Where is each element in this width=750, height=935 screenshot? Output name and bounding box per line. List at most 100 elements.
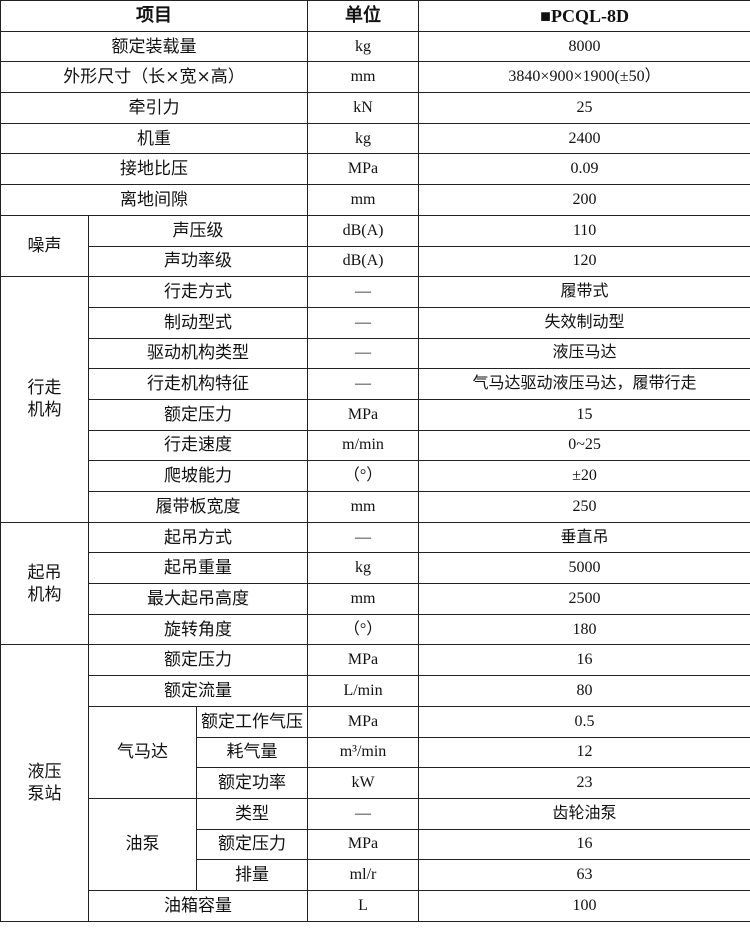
group-label: 泵站: [27, 784, 62, 805]
item-cell: 行走速度: [87, 429, 309, 462]
table-row: 旋转角度 （°） 180: [1, 613, 750, 646]
unit-cell: MPa: [307, 644, 420, 677]
value-cell: 180: [418, 613, 750, 646]
unit-cell: L: [307, 889, 420, 922]
header-row: 项目 单位 ■PCQL-8D: [0, 0, 750, 32]
table-row: 驱动机构类型 — 液压马达: [1, 337, 750, 370]
unit-cell: MPa: [307, 705, 420, 738]
table-row: 额定功率 kW 23: [1, 767, 750, 799]
value-cell: 250: [418, 491, 750, 523]
value-cell: 110: [418, 214, 750, 247]
value-cell: 8000: [418, 30, 750, 63]
unit-cell: mm: [307, 61, 420, 94]
item-cell: 额定工作气压: [195, 705, 309, 738]
value-cell: ±20: [418, 460, 750, 492]
table-row: 额定流量 L/min 80: [1, 675, 750, 707]
unit-cell: MPa: [307, 828, 420, 861]
unit-cell: —: [307, 306, 420, 339]
value-cell: 失效制动型: [418, 306, 750, 339]
unit-cell: —: [307, 797, 420, 830]
table-row: 额定压力 MPa 16: [1, 828, 750, 861]
unit-cell: —: [307, 337, 420, 370]
value-cell: 200: [418, 184, 750, 216]
table-row: 额定装载量 kg 8000: [0, 30, 750, 63]
unit-cell: dB(A): [307, 214, 420, 247]
group-lifting: 起吊 机构: [0, 521, 89, 646]
value-cell: 齿轮油泵: [418, 797, 750, 830]
header-item: 项目: [0, 0, 309, 32]
table-row: 油箱容量 L 100: [1, 889, 750, 922]
table-row: 牵引力 kN 25: [0, 92, 750, 124]
item-cell: 最大起吊高度: [87, 583, 309, 615]
item-cell: 履带板宽度: [87, 491, 309, 523]
item-cell: 油箱容量: [87, 889, 309, 922]
unit-cell: MPa: [307, 398, 420, 431]
unit-cell: L/min: [307, 675, 420, 707]
table-row: 离地间隙 mm 200: [0, 184, 750, 216]
value-cell: 120: [418, 245, 750, 278]
item-cell: 爬坡能力: [87, 460, 309, 492]
unit-cell: —: [307, 368, 420, 400]
subgroup-air-motor: 气马达: [88, 705, 197, 799]
group-label: 液压: [27, 762, 62, 783]
item-cell: 牵引力: [0, 92, 309, 124]
item-cell: 起吊重量: [87, 552, 309, 585]
unit-cell: —: [307, 276, 420, 308]
table-row: 行走 机构 行走方式 — 履带式: [0, 276, 750, 523]
table-row: 外形尺寸（长×宽×高） mm 3840×900×1900(±50）: [0, 61, 750, 94]
value-cell: 16: [418, 828, 750, 861]
table-row: 制动型式 — 失效制动型: [1, 306, 750, 339]
table-row: 起吊重量 kg 5000: [1, 552, 750, 585]
value-cell: 12: [418, 736, 750, 769]
item-cell: 类型: [195, 797, 309, 830]
group-travel: 行走 机构: [0, 276, 89, 523]
table-row: 排量 ml/r 63: [1, 859, 750, 891]
unit-cell: MPa: [307, 153, 420, 186]
value-cell: 液压马达: [418, 337, 750, 370]
unit-cell: kg: [307, 30, 420, 63]
unit-cell: kg: [307, 552, 420, 585]
group-pump-station: 液压 泵站: [0, 644, 89, 922]
item-cell: 起吊方式: [87, 521, 309, 554]
value-cell: 5000: [418, 552, 750, 585]
group-label: 起吊: [27, 562, 62, 583]
unit-cell: kW: [307, 767, 420, 799]
value-cell: 0~25: [418, 429, 750, 462]
item-cell: 额定流量: [87, 675, 309, 707]
unit-cell: dB(A): [307, 245, 420, 278]
item-cell: 额定压力: [87, 644, 309, 677]
item-cell: 额定功率: [195, 767, 309, 799]
header-model: ■PCQL-8D: [418, 0, 750, 32]
value-cell: 2400: [418, 122, 750, 155]
value-cell: 垂直吊: [418, 521, 750, 554]
unit-cell: （°）: [307, 613, 420, 646]
value-cell: 0.5: [418, 705, 750, 738]
unit-cell: mm: [307, 583, 420, 615]
header-unit: 单位: [307, 0, 420, 32]
item-cell: 额定装载量: [0, 30, 309, 63]
item-cell: 机重: [0, 122, 309, 155]
unit-cell: m/min: [307, 429, 420, 462]
value-cell: 63: [418, 859, 750, 891]
table-row: 起吊 机构 起吊方式 — 垂直吊: [0, 521, 750, 646]
value-cell: 25: [418, 92, 750, 124]
group-label: 机构: [27, 584, 62, 605]
table-row: 履带板宽度 mm 250: [1, 491, 750, 523]
unit-cell: mm: [307, 184, 420, 216]
value-cell: 2500: [418, 583, 750, 615]
item-cell: 驱动机构类型: [87, 337, 309, 370]
unit-cell: ml/r: [307, 859, 420, 891]
unit-cell: mm: [307, 491, 420, 523]
table-row: 行走机构特征 — 气马达驱动液压马达，履带行走: [1, 368, 750, 400]
value-cell: 100: [418, 889, 750, 922]
item-cell: 行走机构特征: [87, 368, 309, 400]
table-row: 液压 泵站 额定压力 MPa 16: [0, 644, 750, 922]
table-row: 接地比压 MPa 0.09: [0, 153, 750, 186]
item-cell: 额定压力: [195, 828, 309, 861]
table-row: 额定压力 MPa 15: [1, 398, 750, 431]
group-label: 行走: [27, 378, 62, 399]
item-cell: 额定压力: [87, 398, 309, 431]
value-cell: 3840×900×1900(±50）: [418, 61, 750, 94]
table-row: 油泵 类型 — 齿轮油泵: [1, 797, 750, 891]
